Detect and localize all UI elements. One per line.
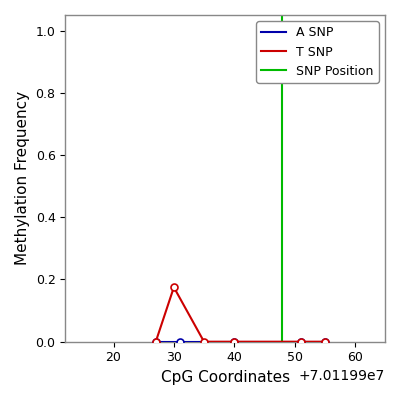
Legend: A SNP, T SNP, SNP Position: A SNP, T SNP, SNP Position: [256, 21, 379, 83]
X-axis label: CpG Coordinates: CpG Coordinates: [160, 370, 290, 385]
Y-axis label: Methylation Frequency: Methylation Frequency: [15, 91, 30, 266]
